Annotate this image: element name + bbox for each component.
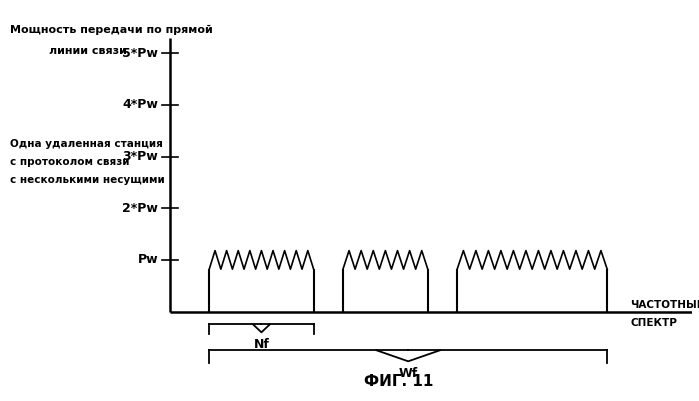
- Text: Nf: Nf: [254, 338, 269, 351]
- Text: с протоколом связи: с протоколом связи: [10, 157, 130, 167]
- Text: 3*Pw: 3*Pw: [122, 150, 159, 163]
- Text: СПЕКТР: СПЕКТР: [630, 318, 677, 328]
- Text: линии связи: линии связи: [50, 46, 127, 56]
- Text: 2*Pw: 2*Pw: [122, 202, 159, 215]
- Text: с несколькими несущими: с несколькими несущими: [10, 175, 165, 185]
- Text: ФИГ. 11: ФИГ. 11: [363, 374, 433, 389]
- Text: Pw: Pw: [138, 253, 159, 266]
- Text: Wf: Wf: [398, 367, 418, 381]
- Text: Мощность передачи по прямой: Мощность передачи по прямой: [10, 25, 213, 35]
- Text: 5*Pw: 5*Pw: [122, 47, 159, 60]
- Text: 4*Pw: 4*Pw: [122, 99, 159, 111]
- Text: Одна удаленная станция: Одна удаленная станция: [10, 139, 163, 149]
- Text: ЧАСТОТНЫЙ: ЧАСТОТНЫЙ: [630, 300, 699, 310]
